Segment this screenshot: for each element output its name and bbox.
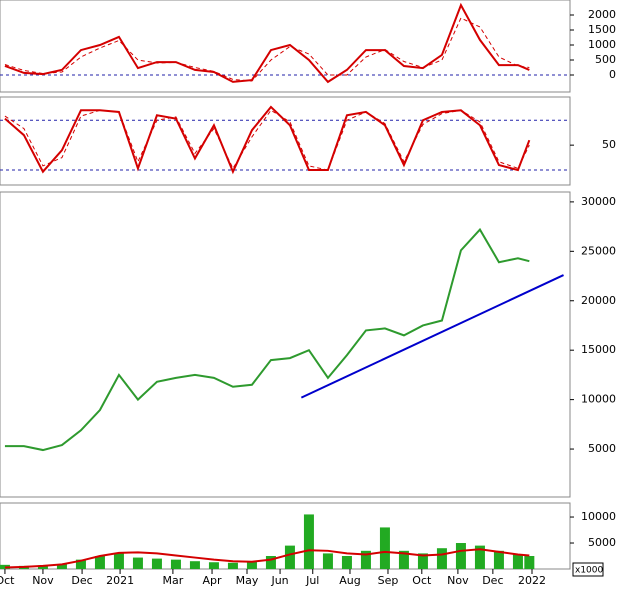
series-line <box>4 109 530 171</box>
trend-line <box>300 274 564 399</box>
volume-bar <box>170 559 181 569</box>
volume-bar <box>493 550 504 569</box>
x-tick-label: May <box>236 574 259 587</box>
volume-bar <box>398 550 409 569</box>
x-tick-label: Nov <box>447 574 469 587</box>
volume-bar <box>151 558 162 569</box>
y-tick-label: 5000 <box>588 442 616 455</box>
volume-bar <box>227 562 238 569</box>
y-tick-label: 2000 <box>588 8 616 21</box>
x-tick-label: Apr <box>203 574 223 587</box>
x-tick-label: Aug <box>339 574 360 587</box>
panel-frame <box>0 0 571 93</box>
x-tick-label: 2021 <box>106 574 134 587</box>
volume-bar <box>208 562 219 569</box>
volume-bar <box>265 556 276 569</box>
volume-bar <box>379 527 390 569</box>
y-tick-label: 15000 <box>581 343 616 356</box>
x-tick-label: Mar <box>163 574 184 587</box>
volume-bar <box>189 561 200 569</box>
series-line <box>4 105 531 175</box>
y-tick-label: 25000 <box>581 244 616 257</box>
x-tick-label: Sep <box>378 574 399 587</box>
series-line <box>4 17 530 82</box>
unit-label: x1000 <box>575 566 604 576</box>
y-tick-label: 10000 <box>581 393 616 406</box>
volume-bar <box>113 553 124 569</box>
series-line <box>4 227 530 452</box>
volume-bar <box>303 514 314 569</box>
volume-bar <box>284 545 295 569</box>
series-line <box>4 548 530 569</box>
volume-bar <box>360 550 371 569</box>
y-tick-label: 50 <box>602 138 616 151</box>
x-tick-label: Dec <box>482 574 503 587</box>
volume-bar <box>37 565 48 569</box>
x-tick-label: Dec <box>71 574 92 587</box>
volume-bar <box>512 554 523 569</box>
volume-bar <box>132 557 143 569</box>
volume-bar <box>341 556 352 569</box>
volume-bar <box>417 553 428 569</box>
volume-bar <box>94 556 105 569</box>
y-tick-label: 20000 <box>581 294 616 307</box>
x-tick-label: Jul <box>305 574 319 587</box>
panel-frame <box>0 96 571 186</box>
x-tick-label: Nov <box>32 574 54 587</box>
x-tick-label: Oct <box>0 574 15 587</box>
volume-bar <box>474 545 485 569</box>
x-tick-label: Oct <box>412 574 432 587</box>
y-tick-label: 30000 <box>581 195 616 208</box>
volume-bar <box>75 559 86 569</box>
y-tick-label: 5000 <box>588 536 616 549</box>
y-tick-label: 500 <box>595 53 616 66</box>
x-tick-label: 2022 <box>518 574 546 587</box>
y-tick-label: 1500 <box>588 23 616 36</box>
y-tick-label: 0 <box>609 68 616 81</box>
volume-bar <box>455 543 466 569</box>
volume-bar <box>56 564 67 569</box>
y-tick-label: 1000 <box>588 38 616 51</box>
unit-box <box>572 562 604 577</box>
volume-bar <box>322 553 333 569</box>
volume-bar <box>524 556 535 569</box>
panel-frame <box>0 191 571 498</box>
y-tick-label: 10000 <box>581 510 616 523</box>
volume-bar <box>436 548 447 569</box>
series-line <box>4 2 530 84</box>
x-tick-label: Jun <box>270 574 288 587</box>
volume-bar <box>246 561 257 569</box>
